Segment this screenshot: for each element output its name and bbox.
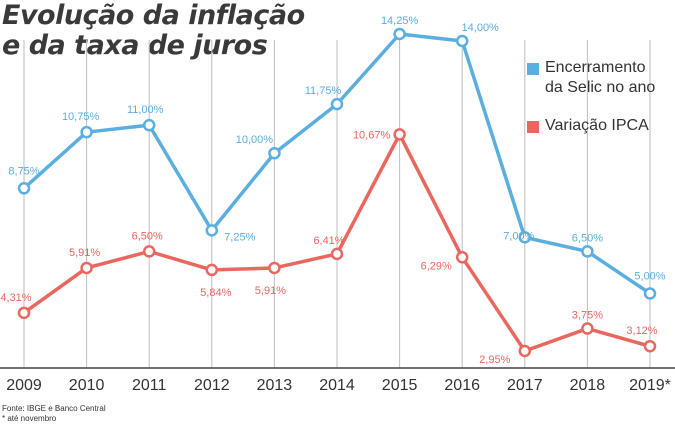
- x-tick-label-2018: 2018: [570, 377, 606, 394]
- legend-swatch-selic: [527, 63, 539, 75]
- selic-point-2019: [643, 287, 657, 300]
- x-tick-label-2014: 2014: [319, 377, 355, 394]
- selic-point-2012: [205, 224, 219, 237]
- footnote: * até novembro: [2, 414, 57, 423]
- selic-data-label-2017: 7,00%: [503, 230, 534, 242]
- ipca-data-label-2017: 2,95%: [479, 354, 510, 366]
- selic-data-label-2018: 6,50%: [572, 232, 603, 244]
- selic-data-label-2013: 10,00%: [236, 134, 274, 146]
- ipca-point-2016: [455, 251, 469, 264]
- selic-data-label-2010: 10,75%: [62, 111, 100, 123]
- ipca-point-2014: [330, 247, 344, 261]
- legend-label-selic-line2: da Selic no ano: [545, 79, 656, 96]
- x-tick-label-2016: 2016: [444, 377, 480, 394]
- x-tick-label-2012: 2012: [194, 377, 230, 394]
- selic-data-label-2009: 8,75%: [8, 165, 39, 177]
- selic-data-label-2019: 5,00%: [634, 270, 665, 282]
- ipca-data-label-2010: 5,91%: [69, 247, 100, 259]
- ipca-data-label-2011: 6,50%: [132, 230, 163, 242]
- source-note: Fonte: IBGE e Banco Central: [2, 404, 106, 413]
- x-tick-label-2009: 2009: [6, 377, 42, 394]
- selic-point-2014: [330, 97, 344, 111]
- ipca-point-2012: [205, 263, 219, 277]
- selic-data-label-2012: 7,25%: [224, 231, 255, 243]
- ipca-point-2013: [268, 261, 281, 275]
- ipca-data-label-2012: 5,84%: [200, 287, 231, 299]
- legend-label-selic: Encerramento da Selic no ano: [545, 58, 655, 98]
- chart-title-line-2: e da taxa de juros: [2, 30, 268, 61]
- selic-point-2015: [393, 27, 406, 41]
- ipca-data-label-2016: 6,29%: [421, 260, 452, 272]
- ipca-point-2011: [142, 245, 156, 258]
- ipca-point-2018: [581, 322, 594, 335]
- ipca-point-2017: [518, 344, 532, 358]
- selic-point-2017: [518, 231, 532, 244]
- legend-label-selic-line1: Encerramento: [545, 59, 646, 76]
- selic-point-2010: [80, 125, 93, 139]
- x-tick-label-2013: 2013: [257, 377, 293, 394]
- selic-data-label-2016: 14,00%: [462, 22, 500, 34]
- ipca-data-label-2015: 10,67%: [353, 129, 391, 141]
- ipca-point-2010: [80, 261, 93, 275]
- selic-data-label-2011: 11,00%: [127, 104, 164, 116]
- ipca-point-2009: [17, 306, 31, 320]
- selic-point-2013: [268, 146, 281, 160]
- x-tick-label-2019: 2019*: [629, 377, 671, 394]
- selic-point-2011: [142, 118, 156, 132]
- selic-point-2009: [17, 182, 31, 195]
- x-tick-label-2017: 2017: [507, 377, 543, 394]
- legend-label-ipca-line1: Variação IPCA: [545, 117, 649, 134]
- selic-point-2018: [581, 245, 594, 258]
- selic-data-label-2015: 14,25%: [381, 15, 419, 27]
- ipca-data-label-2009: 4,31%: [0, 292, 31, 304]
- ipca-data-label-2013: 5,91%: [255, 285, 286, 297]
- ipca-data-label-2014: 6,41%: [313, 235, 344, 247]
- selic-point-2016: [455, 34, 469, 48]
- ipca-data-label-2018: 3,75%: [572, 310, 603, 322]
- ipca-data-label-2019: 3,12%: [626, 325, 657, 337]
- legend-swatch-ipca: [527, 121, 539, 133]
- selic-data-label-2014: 11,75%: [305, 85, 342, 97]
- x-tick-label-2011: 2011: [132, 377, 167, 394]
- ipca-point-2015: [393, 128, 406, 141]
- x-tick-label-2010: 2010: [69, 377, 105, 394]
- legend-label-ipca: Variação IPCA: [545, 116, 649, 136]
- x-tick-label-2015: 2015: [382, 377, 418, 394]
- chart-title-line-1: Evolução da inflação: [2, 0, 305, 31]
- ipca-point-2019: [643, 339, 657, 353]
